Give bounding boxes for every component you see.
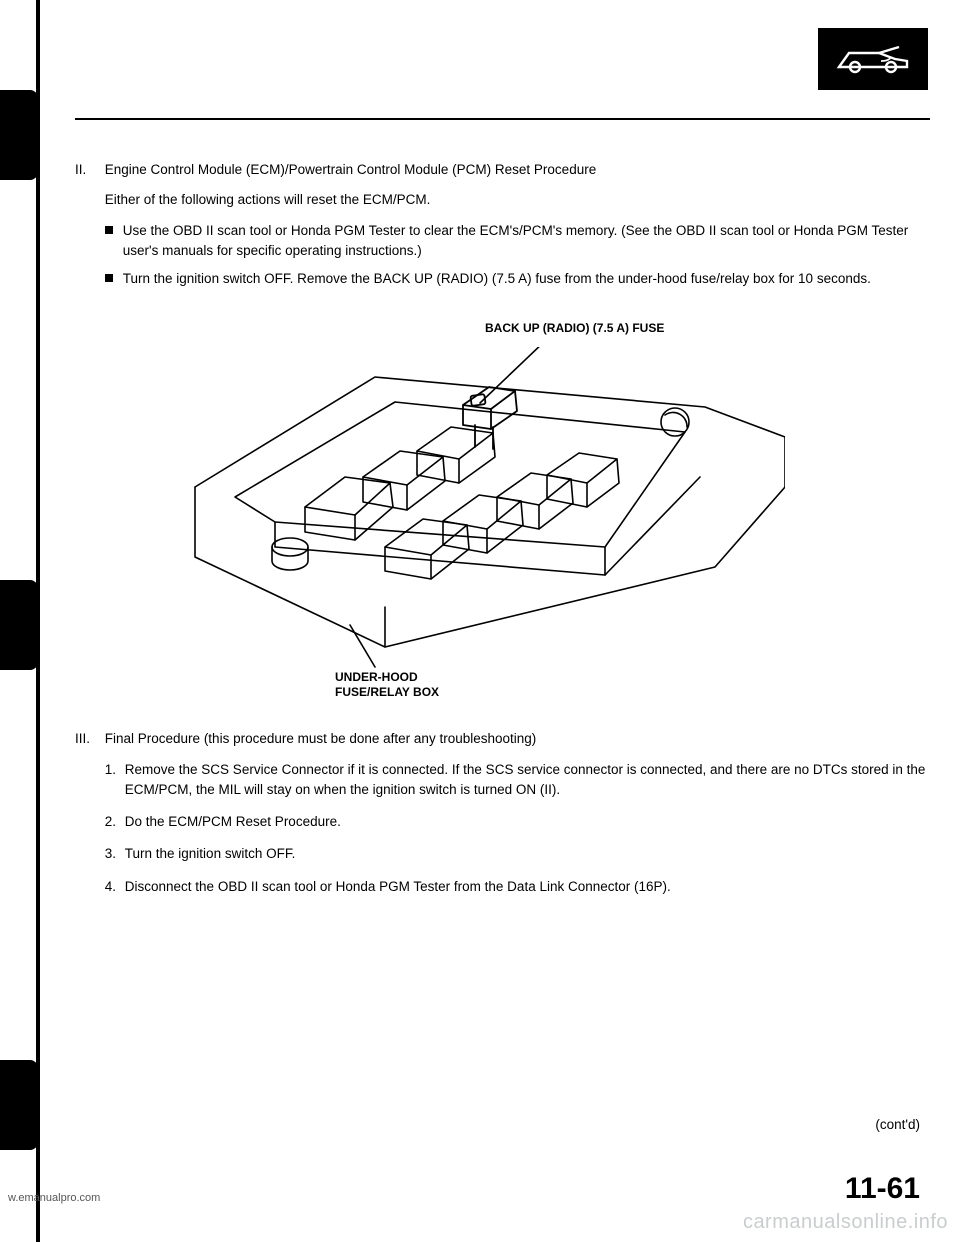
divider [75,118,930,120]
fuse-box-diagram: BACK UP (RADIO) (7.5 A) FUSE [145,321,785,701]
list-item: 1.Remove the SCS Service Connector if it… [105,760,926,801]
box-label: UNDER-HOOD FUSE/RELAY BOX [335,670,439,699]
section-intro: Either of the following actions will res… [105,190,926,210]
bullet-icon [105,226,113,234]
binding-tab [0,580,38,670]
page-number: 11-61 [845,1172,920,1206]
section-iii: III. Final Procedure (this procedure mus… [75,729,930,909]
section-title: Final Procedure (this procedure must be … [105,731,537,746]
binding-tab [0,90,38,180]
binding-tab [0,1060,38,1150]
watermark: carmanualsonline.info [743,1211,948,1234]
bullet-icon [105,274,113,282]
bullet-item: Use the OBD II scan tool or Honda PGM Te… [105,221,926,262]
list-item: 2.Do the ECM/PCM Reset Procedure. [105,812,926,832]
roman-numeral: II. [75,160,101,180]
brand-logo [818,28,928,90]
section-ii: II. Engine Control Module (ECM)/Powertra… [75,160,930,297]
continued-label: (cont'd) [875,1117,920,1132]
bullet-item: Turn the ignition switch OFF. Remove the… [105,269,926,289]
binding-strip [0,0,40,1242]
list-item: 3.Turn the ignition switch OFF. [105,844,926,864]
fuse-label: BACK UP (RADIO) (7.5 A) FUSE [485,321,664,335]
section-title: Engine Control Module (ECM)/Powertrain C… [105,162,596,177]
roman-numeral: III. [75,729,101,749]
footer-url: w.emanualpro.com [8,1192,100,1204]
list-item: 4.Disconnect the OBD II scan tool or Hon… [105,877,926,897]
